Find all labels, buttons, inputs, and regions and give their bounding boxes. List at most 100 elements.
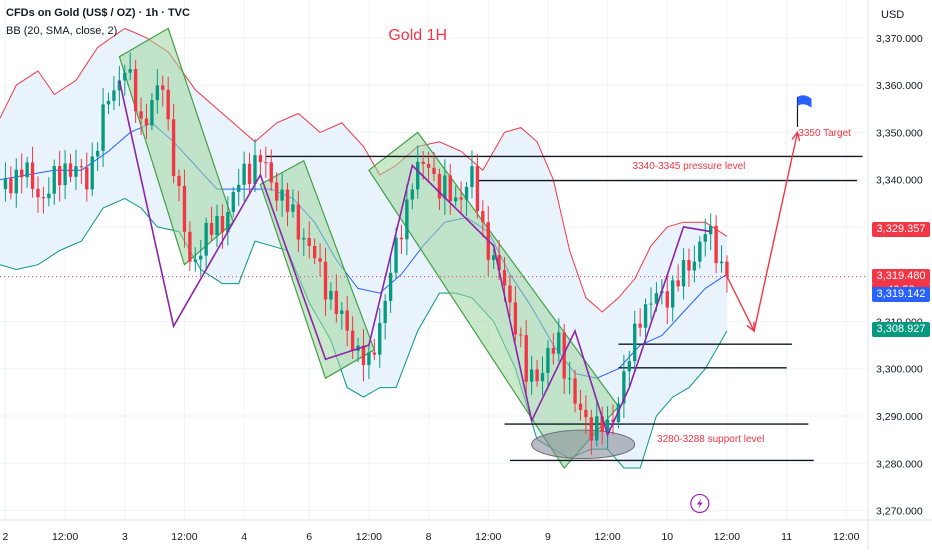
- candle-body: [123, 72, 127, 81]
- last-price-badge: 3,319.480: [872, 269, 930, 285]
- candle-body: [291, 204, 295, 212]
- candle-body: [296, 204, 301, 240]
- candle-body: [497, 255, 501, 270]
- candle-body: [285, 189, 290, 212]
- candle-body: [258, 155, 263, 163]
- x-tick-label: 10: [661, 531, 673, 543]
- candle-body: [481, 211, 485, 223]
- candle-body: [220, 215, 225, 233]
- candle-body: [209, 222, 214, 235]
- candle-body: [399, 237, 404, 240]
- lightning-glyph: [696, 498, 703, 509]
- candle-body: [215, 215, 219, 235]
- annotation-label: 3340-3345 pressure level: [633, 161, 746, 172]
- candle-body: [226, 212, 230, 233]
- x-tick-label: 11: [781, 531, 792, 543]
- candle-body: [264, 162, 268, 164]
- candle-body: [14, 169, 18, 194]
- candle-body: [367, 352, 371, 366]
- candle-body: [529, 369, 534, 382]
- candle-body: [171, 119, 176, 176]
- candle-body: [106, 100, 111, 105]
- candle-body: [671, 280, 675, 308]
- candle-body: [193, 259, 197, 262]
- candle-body: [133, 69, 138, 112]
- candle-body: [340, 310, 344, 314]
- candle-body: [388, 272, 393, 301]
- candle-body: [199, 255, 203, 260]
- horizontal-levels: [0, 155, 868, 462]
- support-zone: [531, 429, 636, 460]
- candle-body: [155, 85, 160, 101]
- candle-body: [540, 372, 545, 382]
- candle-body: [302, 237, 306, 240]
- candle-body: [557, 332, 561, 354]
- candle-body: [421, 161, 425, 164]
- candle-body: [52, 166, 56, 194]
- candle-body: [649, 303, 653, 305]
- candle-body: [3, 178, 8, 190]
- candle-body: [150, 100, 154, 126]
- indicator-label[interactable]: BB (20, SMA, close, 2): [6, 25, 118, 37]
- candle-body: [567, 378, 572, 380]
- y-tick-label: 3,360.000: [876, 80, 923, 92]
- candle-body: [323, 261, 328, 300]
- bb-basis-price-badge: 3,319.142: [872, 286, 930, 302]
- candle-body: [595, 416, 599, 441]
- bb-lower-price-badge: 3,308.927: [872, 322, 930, 338]
- candle-body: [361, 345, 366, 366]
- candle-body: [502, 269, 507, 286]
- candlesticks: [3, 52, 729, 455]
- candle-body: [101, 104, 105, 151]
- zigzag-lines: [118, 80, 711, 438]
- candle-body: [638, 323, 642, 328]
- candle-body: [470, 166, 474, 188]
- candle-body: [416, 161, 420, 190]
- candle-body: [410, 189, 414, 200]
- candle-body: [719, 261, 724, 264]
- candle-body: [524, 335, 528, 382]
- candle-body: [350, 330, 355, 351]
- candle-body: [513, 302, 518, 335]
- candle-body: [144, 118, 149, 126]
- x-tick-label: 8: [426, 531, 432, 543]
- candle-body: [378, 323, 382, 355]
- candle-body: [508, 285, 512, 303]
- currency-label[interactable]: USD: [881, 9, 905, 21]
- bb-lower-line: [0, 197, 728, 469]
- candle-body: [654, 293, 659, 304]
- candle-body: [454, 197, 458, 202]
- candle-body: [491, 255, 496, 260]
- y-tick-label: 3,290.000: [876, 411, 923, 423]
- candle-body: [687, 259, 691, 271]
- candle-body: [383, 300, 387, 324]
- bb-upper-price-badge: 3,329.357: [872, 222, 930, 238]
- candle-body: [426, 163, 431, 168]
- x-tick-label: 12:00: [594, 531, 620, 543]
- candle-body: [681, 259, 686, 287]
- annotation-label: 3350 Target: [798, 128, 851, 139]
- candle-body: [329, 290, 333, 300]
- candle-body: [242, 163, 246, 185]
- candle-body: [85, 167, 89, 190]
- candle-body: [318, 258, 322, 262]
- candle-body: [725, 261, 729, 277]
- candle-body: [280, 189, 284, 201]
- candle-body: [117, 80, 122, 91]
- candle-body: [589, 417, 594, 441]
- projection-arrow: [726, 95, 812, 333]
- candle-body: [578, 403, 583, 410]
- candle-body: [394, 237, 398, 273]
- candle-body: [519, 334, 523, 336]
- x-tick-label: 9: [545, 531, 551, 543]
- candle-body: [312, 246, 317, 259]
- candle-body: [41, 197, 46, 199]
- candle-body: [36, 188, 40, 198]
- candle-body: [405, 199, 409, 240]
- x-tick-label: 12:00: [714, 531, 740, 543]
- candle-body: [166, 89, 170, 120]
- candle-body: [692, 261, 697, 271]
- candle-body: [128, 69, 132, 73]
